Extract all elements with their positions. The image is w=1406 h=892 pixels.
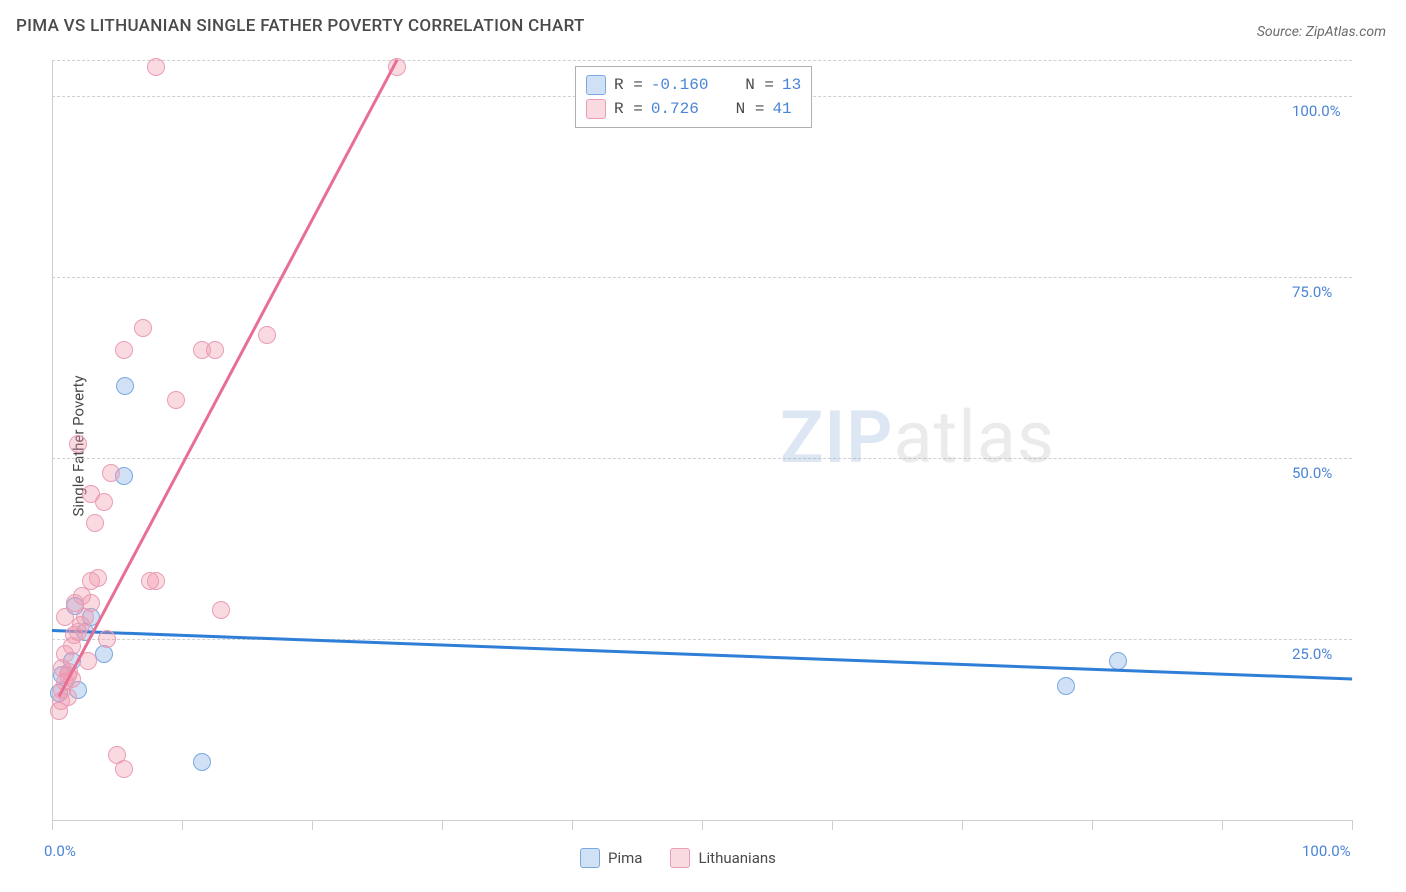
x-tick-label: 100.0% [1302,842,1351,860]
data-point [167,391,185,409]
data-point [147,58,165,76]
legend-item: Pima [580,848,642,868]
legend-swatch [580,848,600,868]
gridline [52,60,1352,61]
data-point [134,319,152,337]
data-point [69,435,87,453]
correlation-legend: R = -0.160 N = 13 R = 0.726 N = 41 [575,66,812,128]
n-label: N = [707,97,765,121]
data-point [89,569,107,587]
data-point [115,760,133,778]
legend-item: Lithuanians [670,848,775,868]
series-legend: Pima Lithuanians [580,848,776,868]
data-point [193,753,211,771]
legend-label: Lithuanians [698,849,775,867]
y-tick-label: 75.0% [1292,283,1332,301]
chart-source: Source: ZipAtlas.com [1257,24,1386,40]
x-tick [1092,820,1093,830]
data-point [193,341,211,359]
r-value: 0.726 [651,97,699,121]
data-point [258,326,276,344]
x-tick [1352,820,1353,830]
r-label: R = [614,97,643,121]
data-point [1109,652,1127,670]
n-value: 41 [772,97,791,121]
x-tick [1222,820,1223,830]
data-point [116,377,134,395]
legend-label: Pima [608,849,642,867]
n-value: 13 [782,73,801,97]
chart-title: PIMA VS LITHUANIAN SINGLE FATHER POVERTY… [16,16,585,36]
x-tick [572,820,573,830]
y-tick-label: 25.0% [1292,645,1332,663]
data-point [212,601,230,619]
n-label: N = [716,73,774,97]
data-point [98,630,116,648]
y-tick-label: 100.0% [1292,102,1341,120]
watermark-rest: atlas [893,395,1055,480]
legend-swatch [586,99,606,119]
data-point [147,572,165,590]
gridline [52,458,1352,459]
x-tick [312,820,313,830]
legend-swatch [670,848,690,868]
x-tick [52,820,53,830]
legend-swatch [586,75,606,95]
y-tick-label: 50.0% [1292,464,1332,482]
data-point [82,594,100,612]
watermark: ZIPatlas [780,395,1055,480]
data-point [86,514,104,532]
chart-container: PIMA VS LITHUANIAN SINGLE FATHER POVERTY… [0,0,1406,892]
correlation-row: R = -0.160 N = 13 [586,73,801,97]
x-tick [702,820,703,830]
data-point [102,464,120,482]
x-tick [962,820,963,830]
gridline [52,277,1352,278]
x-tick [442,820,443,830]
trendline [52,629,1352,680]
correlation-row: R = 0.726 N = 41 [586,97,801,121]
x-tick-label: 0.0% [44,842,76,860]
trendline [57,59,398,697]
x-tick [832,820,833,830]
x-tick [182,820,183,830]
r-value: -0.160 [651,73,709,97]
r-label: R = [614,73,643,97]
watermark-bold: ZIP [780,395,893,480]
data-point [1057,677,1075,695]
data-point [115,341,133,359]
